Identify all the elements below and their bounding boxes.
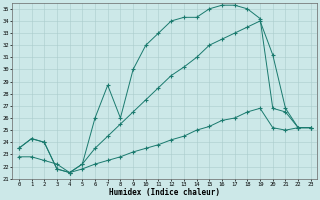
- X-axis label: Humidex (Indice chaleur): Humidex (Indice chaleur): [109, 188, 220, 197]
